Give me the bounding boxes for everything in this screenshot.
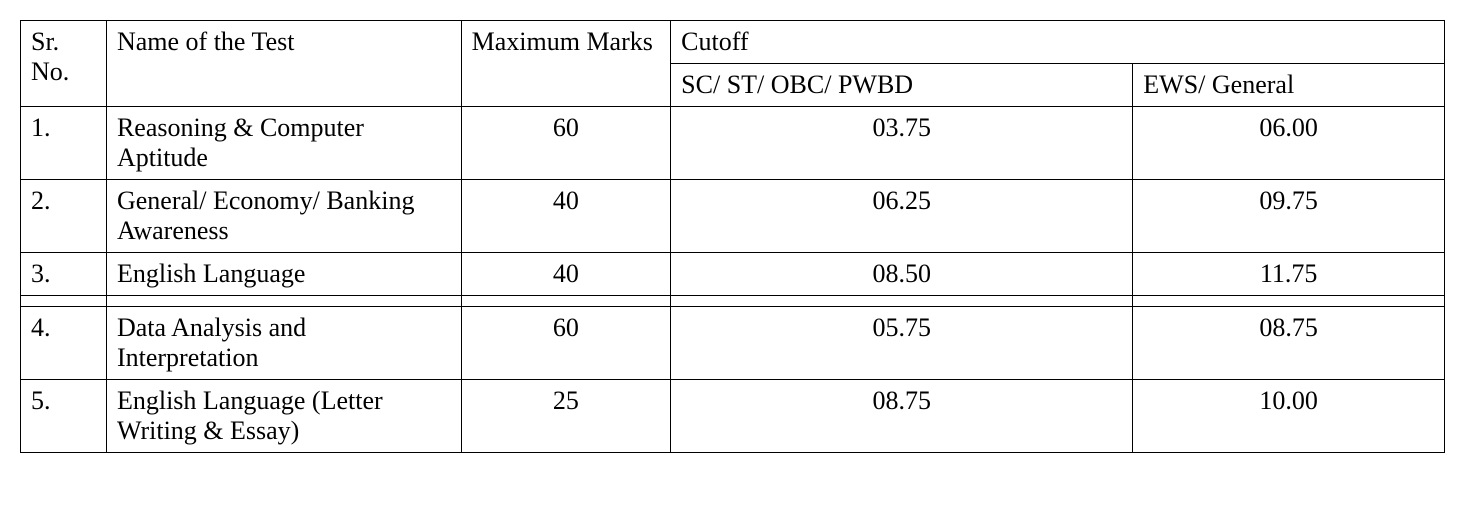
cell-c2: 10.00 <box>1133 380 1445 453</box>
cell-c1: 08.75 <box>671 380 1133 453</box>
cell-sr: 4. <box>21 307 107 380</box>
table-header-row-1: Sr. No. Name of the Test Maximum Marks C… <box>21 21 1445 64</box>
cell-empty <box>461 296 671 307</box>
cell-empty <box>106 296 461 307</box>
cell-name: Data Analysis and Interpretation <box>106 307 461 380</box>
table-row: 4. Data Analysis and Interpretation 60 0… <box>21 307 1445 380</box>
cutoff-table: Sr. No. Name of the Test Maximum Marks C… <box>20 20 1445 453</box>
cell-c2: 06.00 <box>1133 107 1445 180</box>
table-row-spacer <box>21 296 1445 307</box>
cell-name: General/ Economy/ Banking Awareness <box>106 180 461 253</box>
cell-c1: 06.25 <box>671 180 1133 253</box>
header-c1: SC/ ST/ OBC/ PWBD <box>671 64 1133 107</box>
table-row: 1. Reasoning & Computer Aptitude 60 03.7… <box>21 107 1445 180</box>
table-row: 3. English Language 40 08.50 11.75 <box>21 253 1445 296</box>
header-c2: EWS/ General <box>1133 64 1445 107</box>
table-row: 2. General/ Economy/ Banking Awareness 4… <box>21 180 1445 253</box>
header-max: Maximum Marks <box>461 21 671 107</box>
header-sr: Sr. No. <box>21 21 107 107</box>
cell-max: 60 <box>461 107 671 180</box>
cell-name: Reasoning & Computer Aptitude <box>106 107 461 180</box>
cell-sr: 5. <box>21 380 107 453</box>
cell-max: 40 <box>461 253 671 296</box>
cell-max: 25 <box>461 380 671 453</box>
cell-empty <box>671 296 1133 307</box>
cell-sr: 3. <box>21 253 107 296</box>
cell-sr: 1. <box>21 107 107 180</box>
cell-empty <box>1133 296 1445 307</box>
cell-c1: 05.75 <box>671 307 1133 380</box>
cell-name: English Language (Letter Writing & Essay… <box>106 380 461 453</box>
table-row: 5. English Language (Letter Writing & Es… <box>21 380 1445 453</box>
cell-c1: 08.50 <box>671 253 1133 296</box>
cell-empty <box>21 296 107 307</box>
cell-c2: 09.75 <box>1133 180 1445 253</box>
cell-sr: 2. <box>21 180 107 253</box>
cell-max: 40 <box>461 180 671 253</box>
cell-c1: 03.75 <box>671 107 1133 180</box>
header-cutoff: Cutoff <box>671 21 1445 64</box>
cell-name: English Language <box>106 253 461 296</box>
header-name: Name of the Test <box>106 21 461 107</box>
cell-c2: 08.75 <box>1133 307 1445 380</box>
cell-c2: 11.75 <box>1133 253 1445 296</box>
cell-max: 60 <box>461 307 671 380</box>
